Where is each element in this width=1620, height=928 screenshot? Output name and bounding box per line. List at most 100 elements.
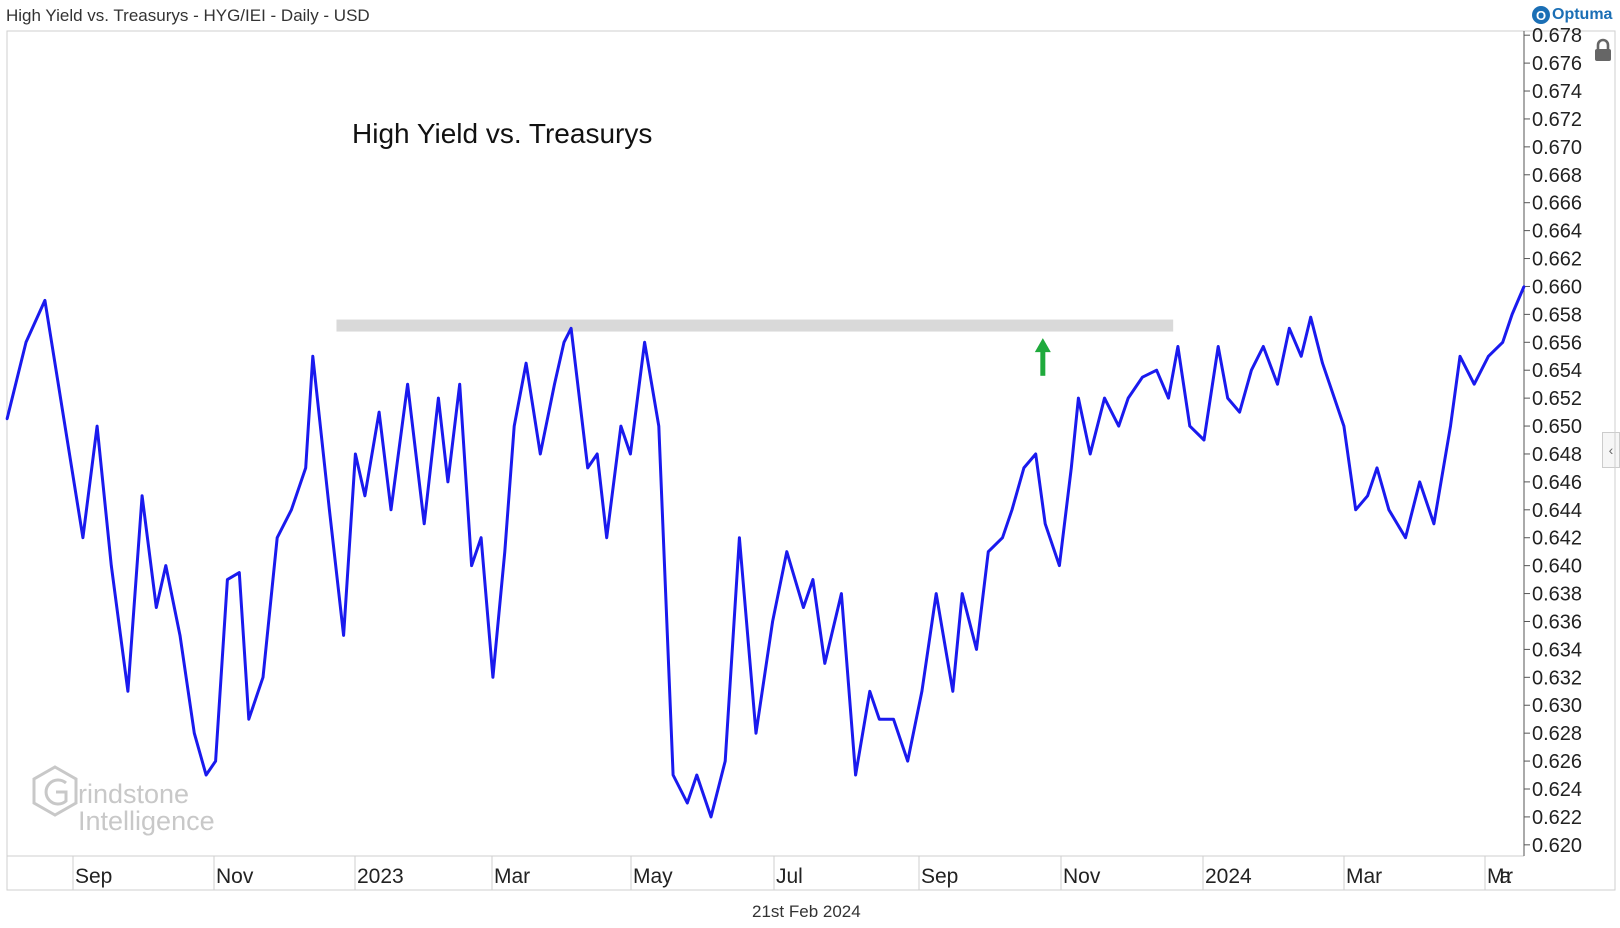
brand-logo: O Optuma [1532,4,1612,26]
data-point [629,452,632,456]
data-point [738,536,741,539]
data-point [671,773,675,777]
data-point [81,536,85,539]
y-tick-label: 0.620 [1532,835,1582,857]
data-point [605,536,608,539]
data-point [204,773,208,777]
data-point [178,634,182,637]
data-point [226,578,229,581]
y-tick-label: 0.676 [1532,53,1582,75]
data-point [1522,285,1526,288]
data-point [446,480,450,484]
data-point [1001,536,1004,539]
optuma-logo-icon: O [1532,6,1550,24]
data-point [1387,508,1391,512]
data-point [709,815,713,819]
arrow-head [1034,338,1051,353]
data-point [961,592,964,595]
resistance-band [336,319,1174,332]
data-point [596,452,599,456]
data-point [1010,508,1014,512]
data-point [569,327,573,330]
data-point [1342,424,1346,428]
data-point [110,564,113,567]
data-point [1217,345,1220,348]
data-point [878,717,881,721]
data-point [479,536,483,539]
data-point [389,508,393,512]
data-point [892,717,895,721]
x-tick-label: 2023 [357,865,404,888]
x-tick-label: Sep [75,865,112,888]
data-point [1202,438,1206,442]
data-point [342,634,345,637]
data-point [1058,564,1061,567]
y-tick-label: 0.658 [1532,304,1582,326]
series-points [5,285,1526,819]
data-point [1404,536,1407,539]
data-point [247,717,250,721]
y-tick-label: 0.652 [1532,388,1582,410]
data-point [1117,424,1120,428]
data-point [1510,313,1514,316]
y-axis: 0.620 0.622 0.624 0.626 0.628 0.630 0.632 0.634… [1524,25,1582,857]
data-point [975,648,978,651]
data-point [811,578,815,581]
data-point [377,410,381,414]
data-point [553,382,556,386]
y-tick-label: 0.674 [1532,81,1582,103]
watermark-line2: Intelligence [78,806,215,836]
data-point [1070,466,1073,470]
x-tick-label: Mar [1487,865,1513,888]
data-point [1226,396,1229,400]
data-point [503,550,506,553]
watermark-line1: rindstone [78,779,189,809]
y-tick-label: 0.640 [1532,556,1582,578]
plot-frame [6,30,1616,891]
data-point [62,417,66,421]
y-tick-label: 0.624 [1532,779,1582,801]
data-point [290,508,293,512]
data-point [1141,375,1144,379]
y-tick-label: 0.630 [1532,695,1582,717]
data-point [539,452,542,456]
y-tick-label: 0.670 [1532,137,1582,159]
data-point [906,759,909,763]
y-tick-label: 0.636 [1532,611,1582,633]
data-point [1022,466,1026,470]
y-tick-label: 0.626 [1532,751,1582,773]
data-point [164,564,168,567]
x-tick-label: Mar [1346,865,1382,888]
data-point [724,759,727,763]
data-point [1375,466,1379,470]
brand-name: Optuma [1552,6,1613,23]
x-tick-label: Mar [494,865,530,888]
data-point [470,564,473,567]
arrow-shaft [1040,350,1046,376]
data-point [785,550,789,553]
y-tick-label: 0.662 [1532,249,1582,271]
data-point [524,362,528,365]
data-point [1321,362,1324,365]
data-point [868,690,871,693]
data-point [437,396,440,400]
data-point [458,382,461,386]
data-point [43,299,47,302]
x-tick-label: 2024 [1205,865,1252,888]
data-point [140,494,144,498]
lock-icon[interactable] [1593,38,1613,62]
data-point [1366,494,1369,498]
data-point [1089,452,1092,456]
data-point [513,424,516,428]
data-point [1250,369,1253,372]
data-point [987,550,990,553]
data-point [951,690,954,693]
data-point [304,466,307,470]
x-tick-label: May [633,865,673,888]
data-point [1176,345,1180,348]
grindstone-watermark: rindstone Intelligence [32,765,215,836]
data-point [1167,396,1170,400]
data-point [1449,424,1452,428]
data-point [406,382,409,386]
y-tick-label: 0.646 [1532,472,1582,494]
